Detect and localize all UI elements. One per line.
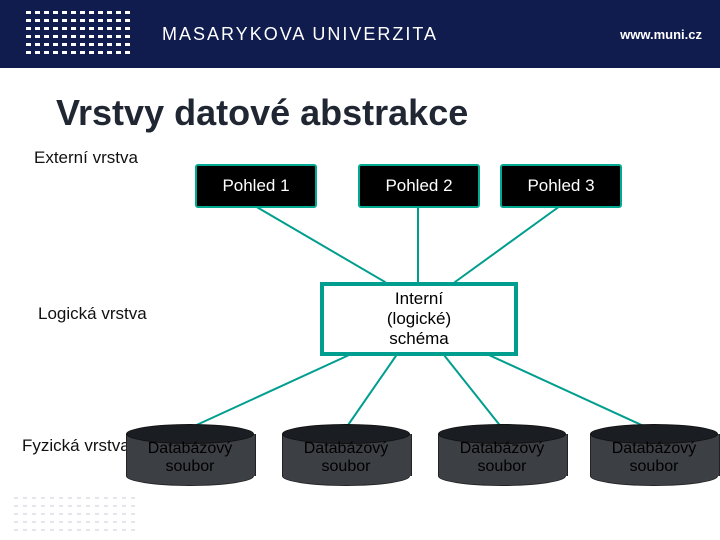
- decorative-dots: [14, 497, 137, 534]
- university-logo: [0, 11, 146, 57]
- view-box-2: Pohled 2: [358, 164, 480, 208]
- database-cylinder-2: Databázovýsoubor: [282, 424, 410, 484]
- view-box-1: Pohled 1: [195, 164, 317, 208]
- database-label: Databázovýsoubor: [590, 440, 718, 477]
- view-box-label: Pohled 2: [385, 176, 452, 196]
- layer-label-external: Externí vrstva: [34, 148, 138, 168]
- database-label: Databázovýsoubor: [438, 440, 566, 477]
- university-name: MASARYKOVA UNIVERZITA: [162, 24, 620, 45]
- layer-label-logical: Logická vrstva: [38, 304, 147, 324]
- header-bar: MASARYKOVA UNIVERZITA www.muni.cz: [0, 0, 720, 68]
- slide-title: Vrstvy datové abstrakce: [56, 92, 468, 134]
- view-box-label: Pohled 1: [222, 176, 289, 196]
- view-box-3: Pohled 3: [500, 164, 622, 208]
- database-label: Databázovýsoubor: [126, 440, 254, 477]
- database-cylinder-3: Databázovýsoubor: [438, 424, 566, 484]
- database-label: Databázovýsoubor: [282, 440, 410, 477]
- internal-schema-label: Interní(logické)schéma: [387, 289, 451, 349]
- layer-label-physical: Fyzická vrstva: [22, 436, 130, 456]
- site-url: www.muni.cz: [620, 27, 702, 42]
- view-box-label: Pohled 3: [527, 176, 594, 196]
- database-cylinder-1: Databázovýsoubor: [126, 424, 254, 484]
- internal-schema-box: Interní(logické)schéma: [320, 282, 518, 356]
- database-cylinder-4: Databázovýsoubor: [590, 424, 718, 484]
